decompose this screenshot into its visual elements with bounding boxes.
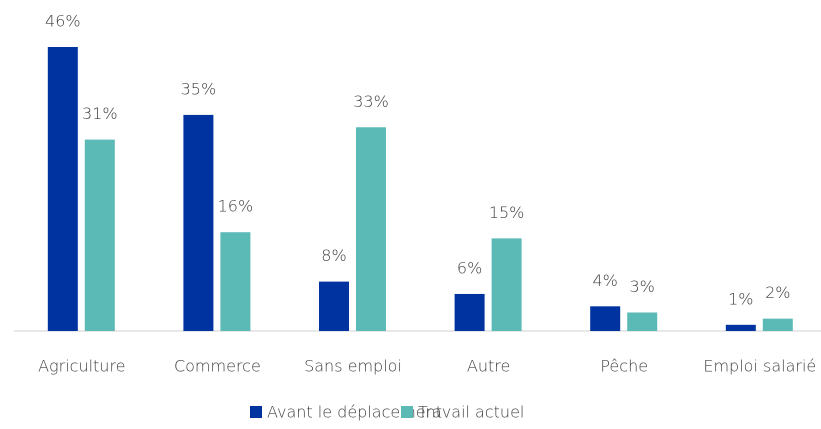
x-tick-label: Emploi salarié — [703, 357, 816, 376]
bar — [220, 232, 251, 331]
data-label: 8% — [321, 246, 346, 265]
data-label: 1% — [728, 289, 753, 308]
bar — [762, 318, 793, 331]
bar — [47, 47, 78, 331]
data-label: 2% — [765, 283, 790, 302]
x-tick-label: Agriculture — [38, 357, 125, 376]
legend-swatch — [401, 406, 413, 418]
data-label: 16% — [218, 197, 254, 216]
bar — [491, 238, 522, 331]
bar — [356, 127, 386, 332]
bar — [725, 324, 756, 331]
bar — [590, 306, 621, 331]
legend-swatch — [250, 406, 262, 418]
x-tick-label: Pêche — [600, 357, 648, 376]
data-label: 3% — [630, 277, 655, 296]
legend-label: Avant le déplacement — [267, 403, 442, 422]
data-label: 4% — [593, 271, 618, 290]
data-label: 15% — [489, 203, 525, 222]
bar — [183, 114, 214, 331]
legend-label: Travail actuel — [418, 403, 524, 422]
data-label: 31% — [82, 104, 118, 123]
data-label: 46% — [45, 12, 81, 31]
x-tick-label: Autre — [467, 357, 510, 376]
bar — [454, 293, 485, 331]
bar — [84, 139, 115, 331]
data-label: 35% — [181, 79, 217, 98]
x-tick-label: Commerce — [174, 357, 261, 376]
bar — [319, 281, 349, 331]
data-label: 33% — [353, 92, 389, 111]
data-label: 6% — [457, 258, 482, 277]
x-tick-label: Sans emploi — [304, 357, 402, 376]
bar — [627, 312, 658, 331]
